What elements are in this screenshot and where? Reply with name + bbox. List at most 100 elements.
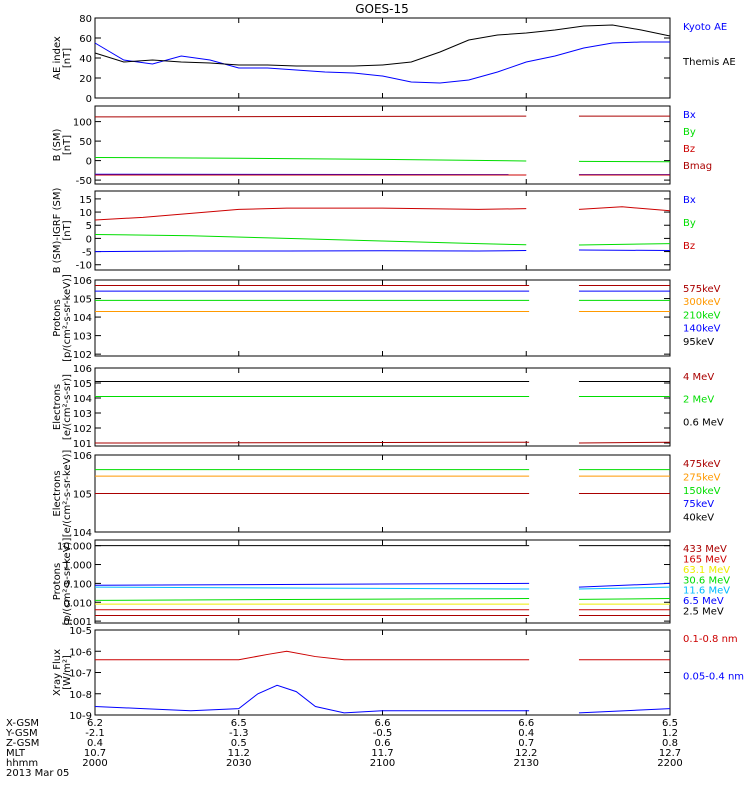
x-tick-label: 12.7 [659,748,681,759]
legend-entry: 2.5 MeV [683,607,724,618]
legend-entry: 433 MeV [683,544,727,555]
y-tick-label: 50 [79,137,92,148]
legend-entry: 40keV [683,513,714,524]
x-tick-label: 2200 [657,758,682,769]
series-line-6-5-mev [94,582,530,586]
series-line-0-05-0-4-nm [578,708,671,714]
y-tick-label: 40 [79,54,92,65]
legend-entry: Kyoto AE [683,22,727,33]
series-line-4-mev [94,441,530,444]
legend-entry: 165 MeV [683,554,727,565]
y-axis-label: B (SM) [52,128,63,161]
panel-protons: 102 103 104 105 106 Protons [p/(cm²-s-sr-keV)]… [52,274,721,362]
y-tick-label: 0 [86,94,92,105]
y-tick-label: 105 [73,295,92,306]
panel-electrons_lo: 104 105 106 Electrons [e/(cm²-s-sr-keV)] 475k… [52,450,721,539]
legend-entry: Bx [683,110,696,121]
panel-frame [94,629,671,716]
y-axis-label: Xray Flux [52,649,63,696]
series-line-11-6-mev [94,586,530,590]
x-row-label: MLT [6,748,26,759]
chart-title: GOES-15 [355,2,409,16]
x-tick-label: 6.6 [375,718,391,729]
x-tick-label: 12.2 [515,748,537,759]
panel-frame [94,17,671,99]
legend-entry: 30.6 MeV [683,575,730,586]
y-tick-label: 101 [73,439,92,450]
y-tick-label: -10 [76,261,92,272]
panel-frame [94,105,671,185]
legend-entry: 63.1 MeV [683,565,730,576]
legend-entry: 275keV [683,472,721,483]
x-tick-label: 2100 [370,758,395,769]
x-row-label: 2013 Mar 05 [6,768,69,779]
panel-protons_hi: 0.001 0.010 0.100 1.000 10.000 Protons [p/(cm²… [52,538,730,629]
x-tick-label: 2030 [226,758,251,769]
x-tick-label: -2.1 [85,728,105,739]
y-tick-label: 80 [79,14,92,25]
y-axis-label: Protons [52,299,63,336]
y-axis-unit: [nT] [62,135,73,155]
y-tick-label: 104 [73,313,92,324]
y-tick-label: 0 [86,157,92,168]
series-line-kyoto-ae [94,41,670,84]
x-tick-label: 0.8 [662,738,678,749]
x-tick-label: 6.5 [662,718,678,729]
y-tick-label: -5 [82,248,92,259]
y-tick-label: 10-6 [69,647,92,658]
y-axis-label: B (SM)-IGRF (SM) [52,188,63,274]
y-axis-unit: [nT] [62,220,73,240]
legend-entry: 4 MeV [683,372,714,383]
y-tick-label: 1.000 [63,561,92,572]
series-line-by [578,243,671,246]
legend-entry: 140keV [683,324,721,335]
x-row-label: Z-GSM [6,738,39,749]
series-line-bmag [94,115,527,118]
series-line-bx [578,249,671,252]
series-line-4-mev [578,441,671,444]
x-row-label: hhmm [6,758,38,769]
x-tick-label: 6.5 [231,718,247,729]
x-tick-label: 6.6 [518,718,534,729]
y-tick-label: 60 [79,34,92,45]
y-tick-label: 10-5 [69,626,92,637]
panel-digrf: -10 -5 0 5 10 15 B (SM)-IGRF (SM) [nT] Bx By Bz [52,188,696,274]
panel-frame [94,190,671,271]
y-tick-label: 20 [79,74,92,85]
x-row-label: X-GSM [6,718,39,729]
y-tick-label: 5 [86,221,92,232]
y-tick-label: 15 [79,195,92,206]
legend-entry: By [683,218,696,229]
y-axis-unit: [p/(cm²-s-sr-keV)] [62,538,73,626]
y-axis-unit: [W/m²] [62,655,73,690]
y-tick-label: 10-8 [69,690,92,701]
y-tick-label: 0.001 [63,617,92,628]
x-tick-label: 1.2 [662,728,678,739]
y-axis-unit: [e/(cm²-s-sr)] [62,374,73,440]
x-tick-label: 0.4 [518,728,534,739]
x-tick-label: 0.4 [87,738,103,749]
legend-entry: 475keV [683,459,721,470]
x-tick-label: 11.2 [228,748,250,759]
y-tick-label: 10 [79,208,92,219]
legend-entry: Bz [683,241,695,252]
legend-entry: 150keV [683,486,721,497]
y-axis-label: Electrons [52,470,63,516]
x-tick-label: 0.6 [375,738,391,749]
series-line-by [94,233,527,246]
x-tick-label: -1.3 [229,728,249,739]
series-line-themis-ae [94,24,671,67]
y-tick-label: 104 [73,394,92,405]
legend-entry: 6.5 MeV [683,596,724,607]
series-line-6-5-mev [578,582,671,588]
x-tick-label: 2130 [514,758,539,769]
x-tick-label: 10.7 [84,748,106,759]
x-tick-label: 0.7 [518,738,534,749]
panel-bsm: -50 0 50 100 B (SM) [nT] Bx By Bz Bmag [52,105,712,187]
legend-entry: 0.05-0.4 nm [683,672,744,683]
panel-xray: 10-9 10-8 10-7 10-6 10-5 Xray Flux [W/m²] 0.1-0… [52,626,744,722]
y-tick-label: 0 [86,234,92,245]
y-tick-label: 104 [73,528,92,539]
y-axis-unit: [e/(cm²-s-sr-keV)] [62,450,73,538]
